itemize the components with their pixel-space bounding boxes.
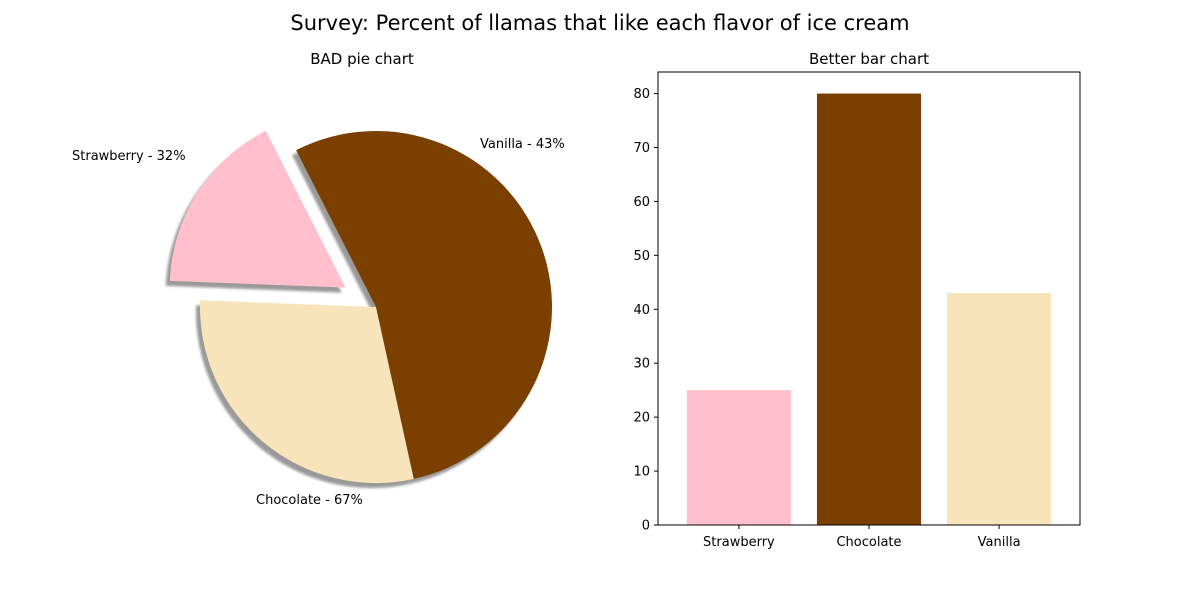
pie-slice-chocolate (296, 130, 553, 479)
bar-group (686, 93, 1052, 526)
y-axis-ticks: 0 10 20 30 40 50 60 70 80 (633, 87, 658, 534)
pie-label-chocolate: Chocolate - 67% (256, 493, 363, 508)
x-axis-ticks: Strawberry Chocolate Vanilla (703, 525, 1021, 550)
y-tick-label: 0 (642, 519, 650, 534)
bar-vanilla (947, 293, 1052, 525)
y-tick-label: 30 (633, 357, 650, 372)
y-tick-label: 80 (633, 87, 650, 102)
pie-slice-group (169, 130, 553, 483)
y-tick-label: 10 (633, 465, 650, 480)
y-tick-label: 70 (633, 141, 650, 156)
pie-slice-vanilla (200, 300, 414, 483)
figure-title: Survey: Percent of llamas that like each… (290, 11, 909, 35)
pie-chart-title: BAD pie chart (310, 50, 414, 68)
y-tick-label: 20 (633, 411, 650, 426)
pie-label-vanilla: Vanilla - 43% (480, 137, 565, 152)
pie-slice-strawberry (169, 130, 346, 288)
bar-chart: Better bar chart 0 10 20 30 40 50 60 70 80 Straw… (633, 50, 1081, 550)
pie-chart: BAD pie chart Strawberry - 32% Vanilla -… (72, 50, 565, 508)
bar-chocolate (816, 93, 922, 526)
y-tick-label: 60 (633, 195, 650, 210)
pie-label-strawberry: Strawberry - 32% (72, 149, 186, 164)
bar-strawberry (686, 390, 791, 525)
y-tick-label: 50 (633, 249, 650, 264)
x-tick-label: Strawberry (703, 535, 775, 550)
y-tick-label: 40 (633, 303, 650, 318)
x-tick-label: Chocolate (836, 535, 901, 550)
x-tick-label: Vanilla (978, 535, 1021, 550)
bar-chart-title: Better bar chart (809, 50, 929, 68)
